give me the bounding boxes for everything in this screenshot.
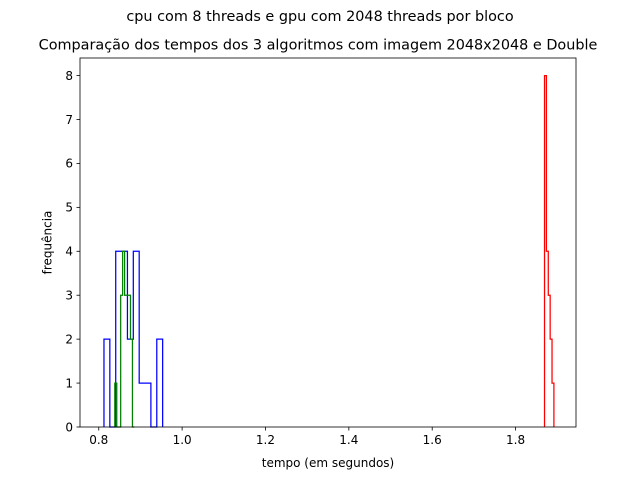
- x-axis-ticks: 0.8 1.0 1.2 1.4 1.6 1.8: [89, 427, 525, 447]
- y-axis-ticks: 0 1 2 3 4 5 6 7 8: [65, 69, 80, 434]
- y-tick-label: 3: [65, 289, 73, 303]
- y-tick-label: 6: [65, 157, 73, 171]
- y-tick-label: 5: [65, 201, 73, 215]
- y-tick-label: 1: [65, 376, 73, 390]
- y-tick-label: 4: [65, 245, 73, 259]
- plot-frame: [79, 57, 577, 428]
- chart-suptitle: cpu com 8 threads e gpu com 2048 threads…: [126, 9, 513, 25]
- y-tick-label: 7: [65, 113, 73, 127]
- x-tick-label: 1.2: [256, 433, 275, 447]
- x-tick-label: 1.6: [423, 433, 442, 447]
- y-tick-label: 2: [65, 332, 73, 346]
- x-tick-label: 1.8: [506, 433, 525, 447]
- chart-title: Comparação dos tempos dos 3 algoritmos c…: [39, 38, 598, 54]
- x-tick-label: 1.4: [339, 433, 358, 447]
- histogram-series-2: [543, 74, 555, 427]
- x-tick-label: 0.8: [89, 433, 108, 447]
- y-tick-label: 0: [65, 420, 73, 434]
- histogram-step-outline: [543, 74, 555, 427]
- x-tick-label: 1.0: [173, 433, 192, 447]
- y-axis-label: frequência: [41, 211, 55, 275]
- histogram-step-outline: [114, 250, 135, 428]
- x-axis-label: tempo (em segundos): [262, 456, 394, 470]
- histogram-series-1: [114, 250, 135, 428]
- y-tick-label: 8: [65, 69, 73, 83]
